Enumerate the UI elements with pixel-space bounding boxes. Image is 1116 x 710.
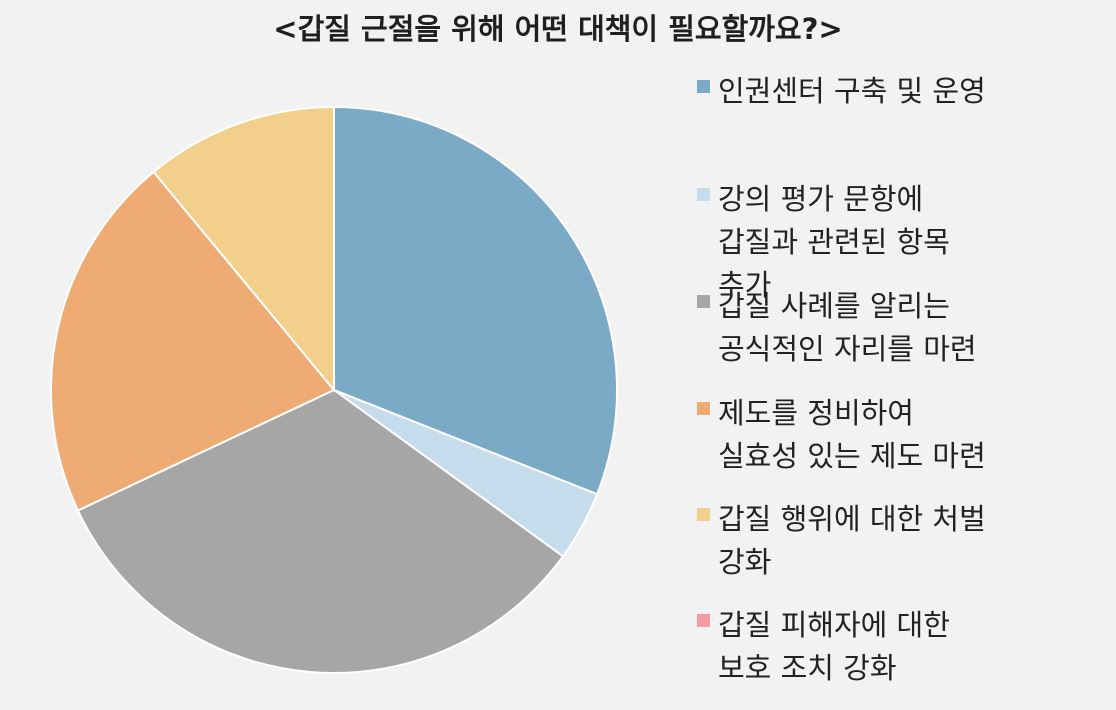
legend-label-1: 강의 평가 문항에 갑질과 관련된 항목 추가 bbox=[718, 182, 950, 302]
legend-item-3: 제도를 정비하여 실효성 있는 제도 마련 bbox=[697, 392, 1048, 478]
legend-swatch-1 bbox=[697, 188, 710, 201]
legend-item-5: 갑질 피해자에 대한 보호 조치 강화 bbox=[697, 604, 1048, 690]
legend-item-4: 갑질 행위에 대한 처벌 강화 bbox=[697, 498, 1048, 584]
legend-item-1: 강의 평가 문항에 갑질과 관련된 항목 추가 bbox=[697, 178, 1048, 307]
legend-item-0: 인권센터 구축 및 운영 bbox=[697, 70, 1048, 113]
legend-item-2: 갑질 사례를 알리는 공식적인 자리를 마련 bbox=[697, 285, 1048, 371]
legend-label-4: 갑질 행위에 대한 처벌 강화 bbox=[718, 502, 986, 579]
legend-label-2: 갑질 사례를 알리는 공식적인 자리를 마련 bbox=[718, 289, 977, 366]
pie-slice-0 bbox=[333, 105, 618, 496]
legend-swatch-5 bbox=[697, 614, 710, 627]
legend-swatch-0 bbox=[697, 80, 710, 93]
legend-label-3: 제도를 정비하여 실효성 있는 제도 마련 bbox=[718, 396, 986, 473]
legend-swatch-4 bbox=[697, 508, 710, 521]
pie-slice-2 bbox=[76, 388, 565, 674]
pie-slice-4 bbox=[152, 105, 335, 393]
pie-slice-3 bbox=[50, 170, 336, 512]
legend-swatch-2 bbox=[697, 295, 710, 308]
legend-label-5: 갑질 피해자에 대한 보호 조치 강화 bbox=[718, 608, 950, 685]
chart-title: <갑질 근절을 위해 어떤 대책이 필요할까요?> bbox=[273, 12, 843, 46]
legend-label-0: 인권센터 구축 및 운영 bbox=[718, 74, 986, 108]
legend-swatch-3 bbox=[697, 402, 710, 415]
